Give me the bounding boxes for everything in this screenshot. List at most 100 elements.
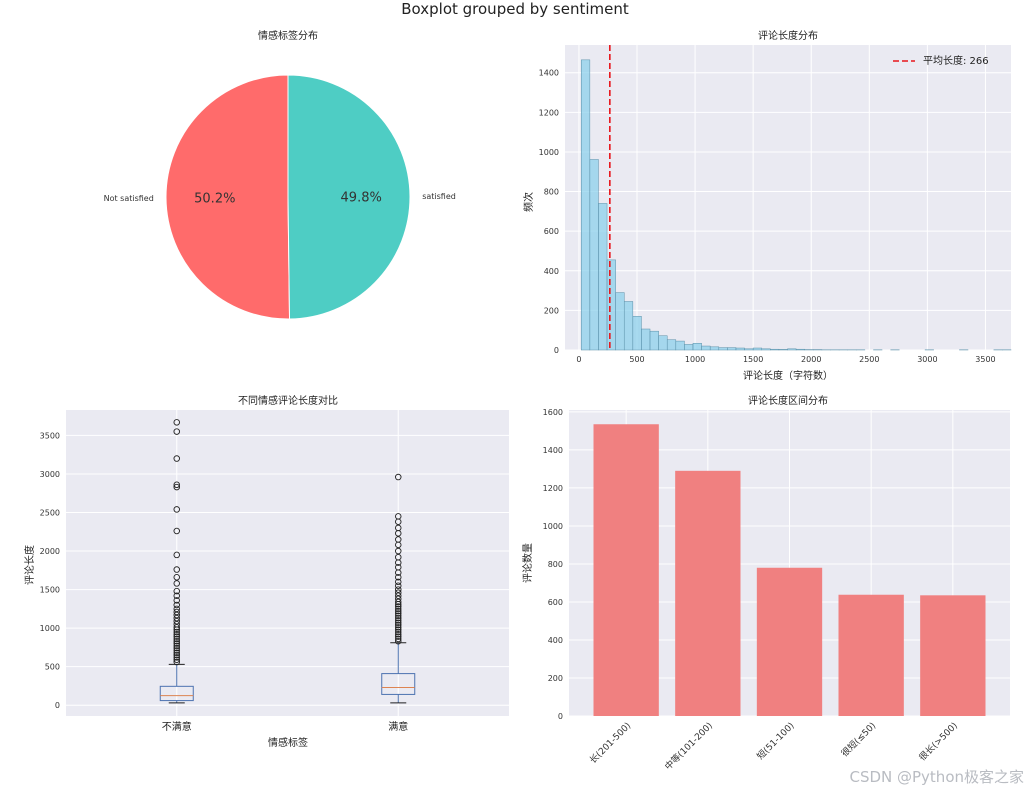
box-outlier [395, 631, 402, 638]
box-outlier [395, 621, 402, 629]
box-outlier [173, 566, 180, 573]
histogram-xtick-label: 3500 [975, 355, 995, 364]
histogram-chart: 0 200 400 600 800 1000 1200 1400 0 500 1000 1500 200… [539, 45, 1012, 364]
box-outlier [173, 574, 180, 581]
histogram-xtick-label: 1500 [743, 355, 763, 364]
box-outlier [395, 598, 402, 606]
pie-chart: Not satisfied 50.2% satisfied 49.8% [104, 74, 456, 320]
bar-chart-panel: 评论长度区间分布 0 200 400 600 800 1000 1200 1400 1600 长(… [521, 394, 1010, 772]
box-outlier [173, 631, 180, 638]
histogram-xtick-label: 2000 [801, 355, 821, 364]
box-outlier [173, 640, 180, 647]
box-outlier [395, 603, 402, 610]
histogram-xtick-label: 2500 [859, 355, 879, 364]
histogram-bar [744, 348, 754, 351]
boxplot-ytick-label: 1500 [40, 586, 60, 595]
bar-ytick-label: 1200 [543, 484, 563, 493]
box-outlier [395, 605, 402, 613]
box-outlier [173, 605, 180, 613]
histogram-xtick-label: 500 [629, 355, 644, 364]
bar-ylabel: 评论数量 [521, 543, 534, 583]
bar-ytick-label: 0 [558, 712, 563, 721]
pie-slice-1 [165, 74, 291, 320]
histogram-bar [615, 292, 625, 351]
box-outlier [395, 635, 402, 643]
histogram-bar [666, 339, 677, 351]
histogram-ytick-label: 200 [544, 306, 559, 315]
pie-chart-panel: 情感标签分布 Not satisfied 50.2% satisfied 49.8% [104, 29, 456, 320]
histogram-ytick-label: 0 [554, 346, 559, 355]
box-outlier [395, 595, 402, 603]
bar-ytick-label: 600 [548, 598, 563, 607]
watermark: CSDN @Python极客之家 [849, 768, 1024, 786]
histogram-ytick-label: 800 [544, 188, 559, 197]
boxplot-ytick-label: 0 [55, 701, 60, 710]
box-outlier [173, 481, 180, 489]
histogram-bar [675, 340, 685, 351]
box-outlier [173, 551, 180, 559]
legend-label: 平均长度: 266 [923, 54, 989, 67]
histogram-ylabel: 频次 [522, 192, 535, 212]
box-outlier [173, 656, 180, 663]
histogram-bar [649, 330, 659, 351]
box-outlier [173, 658, 180, 666]
histogram-bar [641, 328, 651, 351]
histogram-bar [718, 347, 728, 351]
histogram-bar [589, 159, 599, 351]
pie-label-1: Not satisfied [104, 194, 154, 203]
box-iqr [381, 673, 416, 695]
boxplot-title: 不同情感评论长度对比 [238, 394, 338, 407]
histogram-bar [606, 259, 616, 351]
bar-ytick-label: 1400 [543, 446, 563, 455]
histogram-bar [787, 348, 797, 351]
bar-ytick-label: 800 [548, 560, 563, 569]
histogram-plot-area [565, 45, 1011, 350]
box-outlier [173, 506, 180, 513]
box-outlier [173, 642, 180, 650]
histogram-bar [581, 59, 591, 351]
box-outlier [395, 612, 402, 620]
box-outlier [395, 582, 402, 589]
histogram-bar [795, 348, 805, 351]
box-outlier [395, 563, 402, 571]
box-outlier [395, 617, 402, 624]
box-outlier [395, 619, 402, 626]
box-outlier [173, 580, 180, 587]
histogram-xtick-label: 3000 [917, 355, 937, 364]
box-outlier [173, 649, 180, 657]
bar-5 [920, 595, 986, 716]
box-outlier [395, 628, 402, 636]
box-outlier [173, 621, 180, 628]
box-outlier [173, 601, 180, 609]
boxplot-xtick-label: 满意 [388, 720, 408, 733]
histogram-xlabel: 评论长度（字符数） [743, 369, 833, 382]
box-outlier [173, 483, 180, 491]
pie-pct-2: 49.8% [341, 191, 382, 206]
bar-chart: 0 200 400 600 800 1000 1200 1400 1600 长(201-500) 中… [543, 408, 1010, 772]
box-outlier [395, 589, 402, 596]
box-outlier [395, 586, 402, 593]
boxplot-xlabel: 情感标签 [268, 736, 308, 749]
histogram-bar [761, 348, 771, 351]
bar-xtick-label: 长(201-500) [587, 720, 633, 766]
box-outlier [173, 617, 180, 625]
box-iqr [159, 685, 194, 702]
boxplot-ytick-label: 500 [45, 663, 60, 672]
box-outlier [173, 608, 180, 616]
boxplot-ytick-label: 3500 [40, 431, 60, 440]
bar-ytick-label: 400 [548, 636, 563, 645]
box-outlier [395, 524, 402, 532]
histogram-xtick-label: 1000 [685, 355, 705, 364]
bar-ytick-label: 1600 [543, 408, 563, 417]
histogram-bar [623, 301, 634, 351]
box-outlier [173, 527, 180, 535]
pie-slice-2 [287, 74, 411, 320]
histogram-ytick-label: 1200 [539, 108, 559, 117]
bar-ytick-label: 1000 [543, 522, 563, 531]
boxplot-plot-area [66, 410, 509, 716]
boxplot-ylabel: 评论长度 [23, 545, 36, 585]
box-outlier [173, 611, 180, 619]
boxplot-panel: 不同情感评论长度对比 0 500 1000 1500 2000 2500 3000 3500 不… [23, 394, 509, 749]
histogram-bar [735, 347, 745, 351]
box-outlier [395, 473, 402, 481]
